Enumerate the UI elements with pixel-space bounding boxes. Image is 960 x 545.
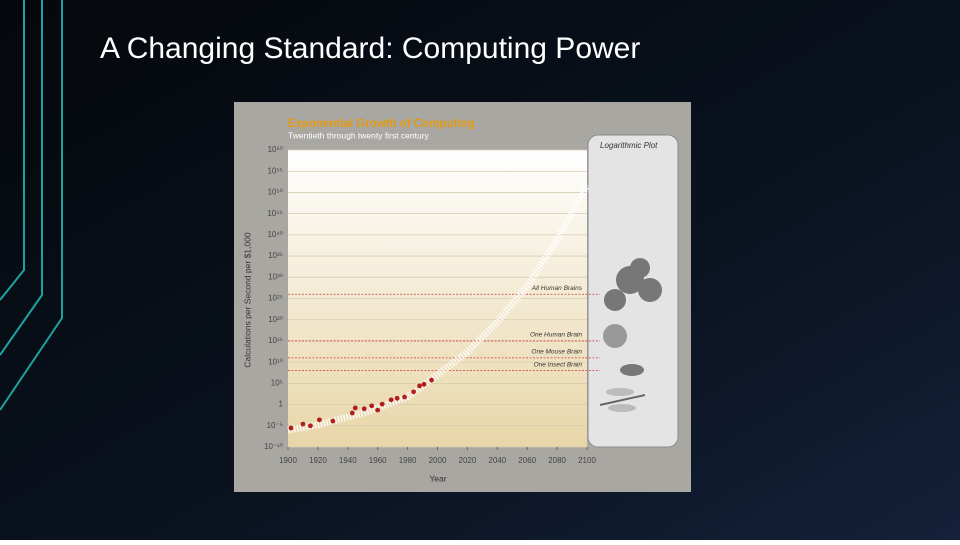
data-point — [349, 410, 355, 416]
y-tick-label: 10⁴⁵ — [267, 209, 283, 218]
data-point — [429, 377, 434, 383]
data-point — [417, 383, 422, 389]
chart: 10⁻¹⁰ 10⁻⁵ 1 10⁵ 10¹⁰ 10¹⁵ 10²⁰ 10²⁵ 10³⁰ 10³⁵ 10⁴… — [264, 145, 600, 465]
x-tick-label: 1900 — [279, 456, 297, 465]
data-point — [352, 405, 358, 411]
decor-lines — [0, 0, 63, 411]
brain-icons — [599, 258, 662, 412]
reference-label: One Mouse Brain — [531, 349, 582, 356]
data-point — [308, 423, 313, 429]
x-tick-label: 2040 — [488, 456, 506, 465]
data-point — [288, 425, 294, 431]
data-point — [300, 421, 306, 427]
x-tick-label: 2100 — [578, 456, 596, 465]
y-tick-label: 10⁴⁰ — [267, 230, 283, 239]
y-tick-label: 10²⁵ — [268, 294, 283, 303]
y-tick-label: 10³⁵ — [268, 251, 283, 260]
reference-label: One Insect Brain — [534, 361, 583, 368]
y-tick-label: 10⁶⁰ — [268, 145, 283, 154]
data-point — [330, 418, 336, 424]
chart-subtitle: Twentieth through twenty first century — [288, 130, 430, 140]
data-point — [316, 417, 322, 423]
data-point — [421, 381, 427, 387]
x-tick-label: 1980 — [399, 456, 417, 465]
data-point — [375, 407, 381, 413]
x-axis-label: Year — [429, 473, 446, 483]
reference-label: All Human Brains — [531, 285, 583, 292]
data-point — [369, 403, 375, 409]
data-point — [402, 394, 408, 400]
data-point — [394, 395, 400, 401]
x-tick-label: 1960 — [369, 456, 387, 465]
chart-title: Exponential Growth of Computing — [288, 118, 475, 130]
data-point — [388, 397, 394, 403]
slide-title: A Changing Standard: Computing Power — [100, 32, 640, 65]
data-point — [411, 389, 416, 395]
y-tick-label: 10⁻¹⁰ — [264, 442, 283, 451]
data-point — [361, 406, 367, 412]
y-tick-label: 10⁵⁰ — [268, 188, 283, 197]
x-tick-label: 2080 — [548, 456, 566, 465]
y-axis-label: Calculations per Second per $1,000 — [242, 232, 252, 367]
projection-curve — [287, 183, 591, 434]
y-tick-label: 10¹⁵ — [268, 336, 283, 345]
x-tick-label: 1920 — [309, 456, 327, 465]
y-tick-label: 10²⁰ — [268, 315, 283, 324]
reference-label: One Human Brain — [530, 332, 582, 339]
x-tick-label: 2020 — [459, 456, 477, 465]
y-tick-label: 1 — [279, 400, 284, 409]
data-point — [379, 401, 385, 407]
y-tick-label: 10⁵ — [271, 378, 283, 387]
y-tick-label: 10³⁰ — [268, 272, 283, 281]
x-tick-label: 2060 — [518, 456, 536, 465]
y-tick-label: 10⁻⁵ — [267, 421, 283, 430]
x-tick-label: 2000 — [429, 456, 447, 465]
y-tick-label: 10¹⁰ — [268, 357, 283, 366]
x-tick-label: 1940 — [339, 456, 357, 465]
panel-label: Logarithmic Plot — [600, 141, 658, 150]
y-tick-label: 10⁵⁵ — [267, 166, 283, 175]
